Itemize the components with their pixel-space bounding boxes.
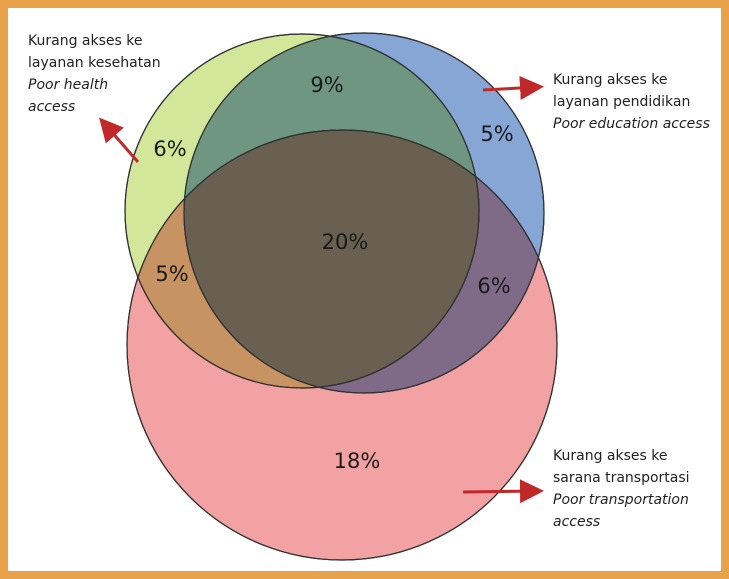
region-label: 6% bbox=[153, 137, 186, 161]
region-label: 5% bbox=[155, 262, 188, 286]
region-label: 9% bbox=[310, 73, 343, 97]
set-label-id: Kurang akses ke layanan kesehatan bbox=[28, 33, 161, 71]
region-label: 6% bbox=[477, 274, 510, 298]
set-label-id: Kurang akses ke sarana transportasi bbox=[553, 448, 690, 486]
region-label: 18% bbox=[334, 449, 381, 473]
arrow bbox=[99, 117, 140, 163]
arrow bbox=[462, 479, 544, 504]
set-label: Kurang akses ke sarana transportasi Poor t… bbox=[553, 448, 690, 530]
education-circle bbox=[183, 32, 545, 394]
set-label-id: Kurang akses ke layanan pendidikan bbox=[553, 72, 690, 110]
set-label: Kurang akses ke layanan pendidikan Poor ed… bbox=[553, 72, 710, 132]
set-label-en: Poor health access bbox=[28, 77, 108, 115]
arrow bbox=[482, 75, 544, 100]
set-label-en: Poor transportation access bbox=[553, 492, 689, 530]
set-label: Kurang akses ke layanan kesehatan Poor hea… bbox=[28, 33, 161, 115]
region-label: 20% bbox=[322, 230, 369, 254]
set-label-en: Poor education access bbox=[553, 116, 710, 132]
region-label: 5% bbox=[480, 122, 513, 146]
